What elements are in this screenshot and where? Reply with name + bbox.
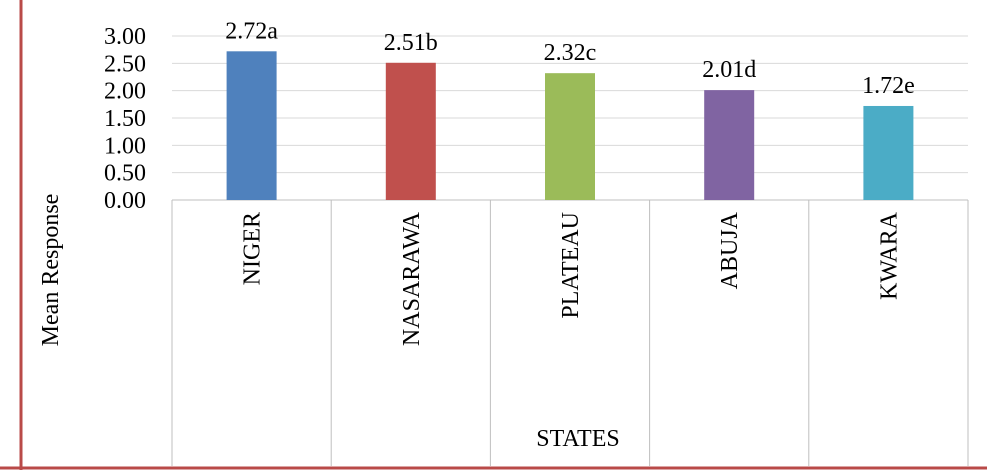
y-tick-label: 2.50 bbox=[104, 51, 146, 77]
data-label: 2.51b bbox=[384, 30, 438, 56]
y-tick-label: 2.00 bbox=[104, 79, 146, 105]
data-label: 1.72e bbox=[862, 73, 915, 99]
data-label: 2.01d bbox=[702, 57, 756, 83]
y-tick-label: 1.50 bbox=[104, 106, 146, 132]
bar-plateau bbox=[545, 73, 595, 200]
y-tick-labels: 0.000.501.001.502.002.503.00 bbox=[104, 24, 146, 214]
data-labels: 2.72a 2.51b 2.32c 2.01d 1.72e bbox=[225, 18, 914, 99]
y-tick-label: 0.50 bbox=[104, 161, 146, 187]
x-tick-label: NIGER bbox=[240, 212, 266, 285]
x-tick-label: NASARAWA bbox=[399, 211, 425, 346]
bar-kwara bbox=[863, 105, 914, 200]
y-tick-label: 1.00 bbox=[104, 133, 146, 159]
data-label: 2.32c bbox=[544, 40, 597, 66]
x-tick-labels: NIGER NASARAWA PLATEAU ABUJA KWARA bbox=[240, 211, 903, 346]
y-tick-label: 3.00 bbox=[104, 24, 146, 50]
x-axis-label: STATES bbox=[536, 426, 619, 452]
bars bbox=[226, 51, 914, 200]
bar-niger bbox=[226, 51, 277, 200]
y-axis-label: Mean Response bbox=[38, 194, 64, 347]
bar-nasarawa bbox=[385, 62, 436, 200]
x-tick-label: KWARA bbox=[876, 211, 902, 300]
category-separators bbox=[171, 200, 969, 466]
x-tick-label: ABUJA bbox=[717, 211, 743, 289]
data-label: 2.72a bbox=[225, 18, 278, 44]
x-tick-label: PLATEAU bbox=[558, 212, 584, 319]
y-tick-label: 0.00 bbox=[104, 188, 146, 214]
bar-abuja bbox=[704, 90, 755, 200]
